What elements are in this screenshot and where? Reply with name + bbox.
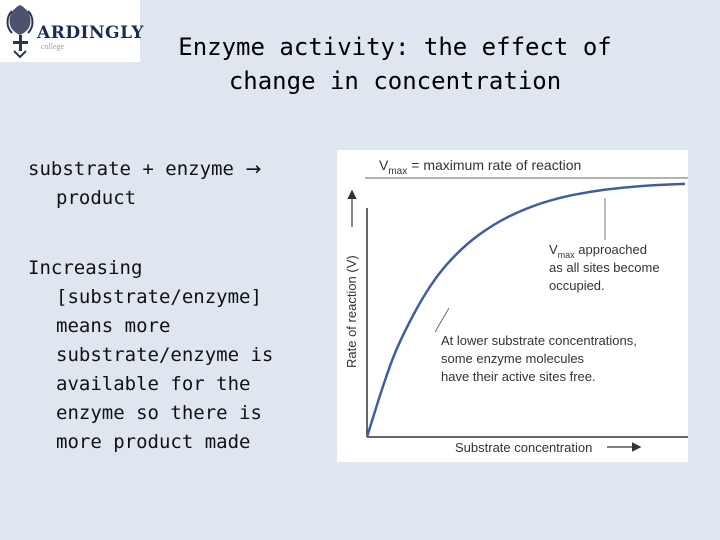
explanation-line: more product made (56, 431, 251, 453)
annotation-upper-line3: occupied. (549, 278, 605, 293)
explanation-line: available for the (56, 373, 251, 395)
crest-icon (6, 5, 34, 59)
vmax-symbol: V (379, 157, 389, 173)
annotation-upper-line2: as all sites become (549, 260, 660, 275)
ardingly-logo: ARDINGLY college (0, 0, 144, 62)
annotation-vmax-symbol: V (549, 242, 558, 257)
equation-rhs: product (56, 187, 137, 209)
right-arrow-icon: → (245, 158, 262, 180)
explanation-line: Increasing (28, 257, 143, 279)
annotation-lower-line1: At lower substrate concentrations, (441, 333, 637, 348)
slide-title: Enzyme activity: the effect of change in… (140, 30, 650, 98)
x-axis-label: Substrate concentration (455, 440, 592, 455)
annotation-upper-line1: Vmax approached (549, 242, 647, 260)
vmax-definition-text: = maximum rate of reaction (411, 157, 581, 173)
explanation-line: enzyme so there is (56, 402, 262, 424)
rate-curve-svg: Vmax = maximum rate of reaction Rate of r… (344, 157, 688, 455)
vmax-subscript: max (388, 166, 407, 177)
logo-name: ARDINGLY (37, 23, 145, 43)
explanation-line: means more (56, 315, 171, 337)
y-axis-label: Rate of reaction (V) (344, 255, 359, 368)
equation-lhs: substrate + enzyme (28, 158, 234, 180)
annotation-lower-line2: some enzyme molecules (441, 351, 585, 366)
slide-title-line2: change in concentration (228, 67, 562, 95)
logo-tagline: college (41, 42, 65, 51)
rate-curve-line (365, 182, 686, 438)
equation-bullet: substrate + enzyme → product (28, 155, 261, 213)
annotation-lower-line3: have their active sites free. (441, 369, 596, 384)
slide-title-line1: Enzyme activity: the effect of (178, 33, 612, 61)
annotation-upper-rest: approached (575, 242, 647, 257)
rate-curve-figure: Vmax = maximum rate of reaction Rate of r… (337, 150, 688, 462)
annotation-vmax-subscript: max (558, 250, 576, 260)
explanation-line: substrate/enzyme is (56, 344, 274, 366)
vmax-definition: Vmax = maximum rate of reaction (379, 157, 581, 177)
lower-leader-line (434, 307, 450, 333)
explanation-bullet: Increasing [substrate/enzyme] means more… (28, 254, 273, 457)
explanation-line: [substrate/enzyme] (56, 286, 262, 308)
